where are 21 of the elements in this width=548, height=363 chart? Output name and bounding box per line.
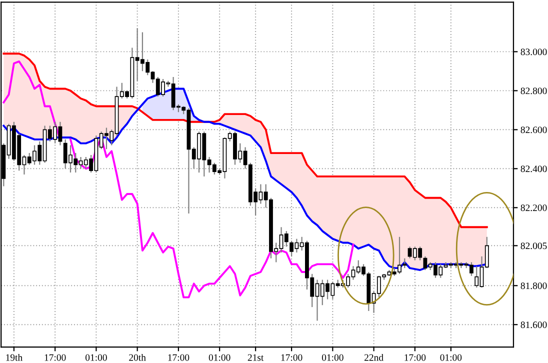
x-tick-label: 17:00 xyxy=(168,354,190,361)
x-tick-label: 17:00 xyxy=(44,354,66,361)
y-tick-label: 82.800 xyxy=(520,88,547,94)
x-tick-label: 19th xyxy=(6,354,22,361)
x-tick-label: 01:00 xyxy=(208,354,230,361)
y-tick-label: 83.000 xyxy=(520,48,547,56)
x-tick-label: 01:00 xyxy=(322,354,344,361)
line-series xyxy=(2,52,488,228)
y-tick-label: 82.600 xyxy=(520,126,547,134)
y-tick-label: 81.600 xyxy=(520,322,547,328)
x-tick-label: 01:00 xyxy=(440,354,462,361)
x-tick-label: 21st xyxy=(248,354,264,361)
y-tick-label: 82.400 xyxy=(520,166,547,172)
x-tick-label: 22nd xyxy=(364,354,384,361)
x-tick-label: 17:00 xyxy=(404,354,426,361)
x-tick-label: 20th xyxy=(129,354,146,361)
y-tick-label: 81.800 xyxy=(520,282,547,290)
x-tick-label: 01:00 xyxy=(86,354,107,361)
x-tick-label: 17:00 xyxy=(281,354,302,361)
y-tick-label: 82.200 xyxy=(520,204,547,212)
y-tick-label: 82.005 xyxy=(520,242,547,250)
